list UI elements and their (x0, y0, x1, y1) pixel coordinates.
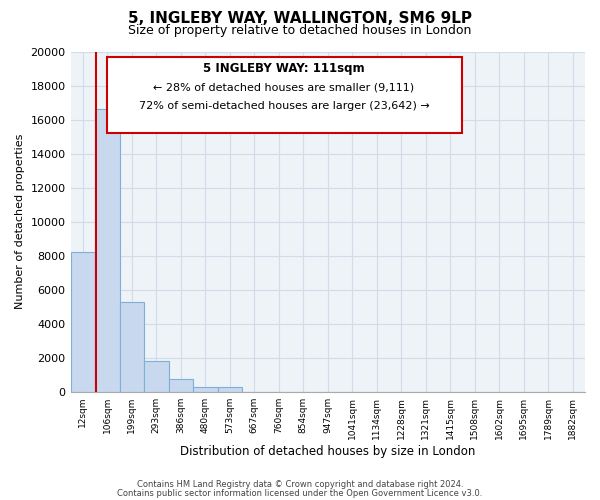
Text: 5, INGLEBY WAY, WALLINGTON, SM6 9LP: 5, INGLEBY WAY, WALLINGTON, SM6 9LP (128, 11, 472, 26)
Text: ← 28% of detached houses are smaller (9,111): ← 28% of detached houses are smaller (9,… (154, 82, 415, 92)
Bar (218, 387, 242, 392)
Bar (71, 252, 95, 392)
Text: Size of property relative to detached houses in London: Size of property relative to detached ho… (128, 24, 472, 37)
Text: Contains HM Land Registry data © Crown copyright and database right 2024.: Contains HM Land Registry data © Crown c… (137, 480, 463, 489)
Y-axis label: Number of detached properties: Number of detached properties (15, 134, 25, 310)
Bar (193, 387, 218, 392)
X-axis label: Distribution of detached houses by size in London: Distribution of detached houses by size … (180, 444, 475, 458)
Bar (169, 378, 193, 392)
Text: 5 INGLEBY WAY: 111sqm: 5 INGLEBY WAY: 111sqm (203, 62, 365, 76)
Bar (144, 362, 169, 392)
Text: 72% of semi-detached houses are larger (23,642) →: 72% of semi-detached houses are larger (… (139, 101, 430, 111)
FancyBboxPatch shape (107, 56, 461, 133)
Text: Contains public sector information licensed under the Open Government Licence v3: Contains public sector information licen… (118, 488, 482, 498)
Bar (119, 302, 144, 392)
Bar (95, 110, 119, 392)
